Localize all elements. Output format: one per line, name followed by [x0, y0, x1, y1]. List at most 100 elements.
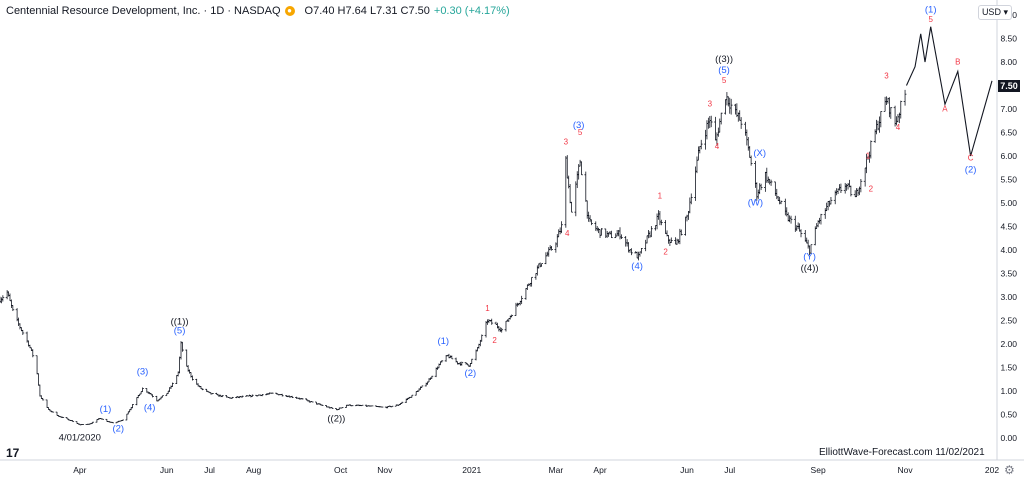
ohlc-bar — [819, 213, 823, 225]
ohlc-bar — [789, 215, 793, 224]
ohlc-bar — [739, 117, 743, 129]
alert-dot-icon: ● — [284, 6, 295, 16]
ohlc-bar — [809, 244, 813, 254]
gear-icon[interactable]: ⚙ — [1004, 463, 1015, 477]
x-tick-label: Jun — [680, 465, 694, 475]
y-tick-label: 0.00 — [1000, 433, 1017, 443]
ohlc-bar — [806, 239, 810, 249]
ohlc-bar — [580, 161, 583, 176]
ohlc-bar — [655, 213, 659, 230]
ohlc-bar — [887, 97, 891, 118]
y-tick-label: 7.00 — [1000, 104, 1017, 114]
ohlc-bar — [125, 413, 129, 421]
ohlc-bar — [496, 322, 499, 329]
ohlc-bar — [618, 227, 622, 240]
ohlc-bar — [594, 221, 598, 231]
ohlc-bar — [484, 320, 488, 338]
ohlc-bar — [151, 394, 154, 398]
ohlc-bar — [179, 341, 183, 360]
x-tick-label: Jul — [204, 465, 215, 475]
ohlc-bar — [18, 323, 22, 330]
ohlc-bar — [863, 167, 867, 187]
ohlc-bar — [101, 418, 105, 420]
ohlc-bar — [500, 327, 504, 333]
ohlc-bar — [736, 112, 740, 122]
y-axis: 0.00 0.50 1.00 1.50 2.00 2.50 3.00 3.50 4.00 4.50… — [996, 0, 1017, 460]
ohlc-bar — [779, 200, 783, 205]
wave-label: 4/01/2020 — [59, 432, 101, 443]
ohlc-bar — [578, 159, 582, 167]
ohlc-bar — [350, 405, 354, 407]
ohlc-bar — [689, 193, 693, 205]
y-tick-label: 5.50 — [1000, 175, 1017, 185]
wave-label: A — [942, 104, 948, 113]
ohlc-bar — [290, 395, 294, 399]
ohlc-bar — [141, 387, 144, 393]
ohlc-bar — [664, 220, 668, 235]
ohlc-bar — [181, 341, 184, 352]
wave-label: (4) — [631, 261, 643, 272]
ohlc-bar — [330, 407, 334, 409]
ohlc-bar — [540, 263, 544, 267]
ohlc-bar — [10, 299, 13, 308]
ohlc-bar — [853, 190, 857, 198]
chevron-down-icon: ▾ — [1003, 7, 1008, 17]
x-tick-label: Oct — [334, 465, 348, 475]
ohlc-bar — [300, 398, 304, 400]
wave-label: C — [968, 154, 974, 163]
projection-line — [905, 26, 993, 157]
ohlc-bar — [590, 219, 593, 226]
ohlc-bar — [879, 110, 883, 128]
x-axis: Apr Jun Jul Aug Oct Nov 2021 Mar Apr Jun Jul Sep Nov… — [0, 459, 1024, 475]
ohlc-bar — [320, 404, 324, 406]
ohlc-bar — [783, 198, 787, 216]
ohlc-bar — [649, 226, 653, 238]
ohlc-bar — [17, 317, 20, 327]
ohlc-bar — [510, 314, 514, 318]
ohlc-bar — [175, 374, 179, 385]
currency-select[interactable]: USD ▾ — [977, 5, 1012, 20]
ohlc-bar — [557, 229, 561, 238]
ohlc-bar — [178, 356, 181, 374]
ohlc-bar — [585, 200, 589, 219]
ohlc-bar — [121, 419, 124, 421]
wave-label: (1) — [925, 5, 937, 16]
ohlc-bar — [620, 234, 623, 240]
ohlc-bar — [340, 407, 344, 409]
ohlc-bar — [111, 421, 114, 424]
ohlc-bar — [497, 325, 501, 332]
ohlc-bar — [823, 208, 827, 219]
wave-label: (Y) — [803, 251, 816, 262]
ohlc-bar — [786, 212, 790, 222]
ohlc-bar — [537, 263, 541, 269]
ohlc-bar — [220, 395, 224, 398]
ohlc-bar — [785, 207, 789, 217]
ohlc-bar — [849, 185, 853, 197]
ohlc-bar — [746, 137, 750, 151]
ohlc-bar — [745, 129, 749, 146]
currency-label: USD — [981, 7, 1001, 17]
ohlc-bar — [558, 227, 562, 235]
tradingview-logo-icon: 17 — [6, 446, 20, 460]
wave-label: 4 — [896, 123, 901, 132]
ohlc-bar — [0, 297, 3, 304]
ohlc-bar — [883, 96, 887, 112]
x-tick-label: Apr — [593, 465, 606, 475]
x-tick-label: Mar — [549, 465, 564, 475]
ohlc-bar — [869, 140, 873, 159]
ohlc-bar — [696, 146, 700, 161]
ohlc-bar — [564, 156, 568, 228]
ohlc-bar — [607, 232, 610, 237]
ohlc-bar — [813, 226, 817, 246]
ohlc-bar — [644, 239, 648, 252]
wave-label: (4) — [144, 403, 156, 414]
ohlc-bar — [758, 183, 762, 195]
ohlc-values: O7.40 H7.64 L7.31 C7.50 — [304, 5, 430, 17]
ohlc-bar — [657, 210, 660, 220]
ohlc-bar — [637, 251, 640, 261]
ohlc-bar — [610, 230, 613, 239]
ohlc-bar — [735, 103, 739, 118]
y-tick-label: 3.00 — [1000, 292, 1017, 302]
ohlc-bar — [714, 116, 717, 141]
